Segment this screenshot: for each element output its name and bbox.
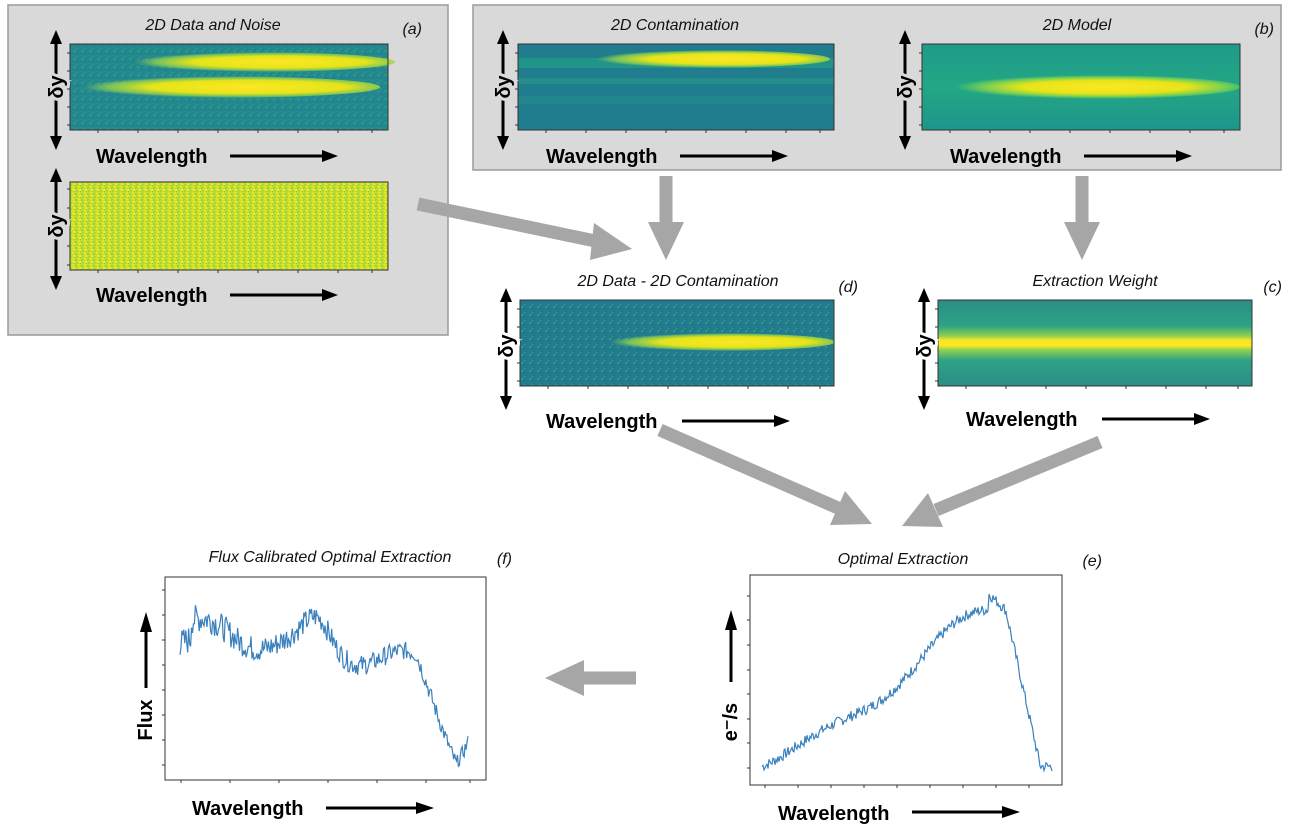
panel-b-contamination-y-label: δy — [493, 75, 515, 99]
panel-b-contamination-y-arrow — [497, 30, 509, 150]
panel-b-model-y-label: δy — [895, 75, 917, 99]
panel-a-noise-image — [69, 181, 389, 271]
panel-f-y-label: Flux — [135, 699, 157, 740]
panel-f-x-arrow — [326, 802, 434, 814]
panel-a-data-x-label: Wavelength — [96, 146, 208, 168]
panel-d-y-label: δy — [496, 334, 518, 358]
panel-c-x-arrow — [1102, 413, 1210, 425]
flow-arrow-c-to-e — [902, 435, 1103, 527]
flow-arrow-d-to-e — [657, 424, 872, 525]
panel-e-title: Optimal Extraction — [838, 551, 969, 568]
panel-e-ticks — [747, 595, 1030, 788]
panel-d-ticks — [517, 308, 821, 389]
panel-c-tag: (c) — [1263, 279, 1282, 296]
panel-b-contamination-image — [517, 43, 835, 131]
panel-e-x-arrow — [912, 806, 1020, 818]
panel-d-tag: (d) — [838, 279, 858, 296]
panel-e-x-label: Wavelength — [778, 803, 890, 825]
panel-a-noise-y-arrow — [50, 168, 62, 290]
panel-b-tag: (b) — [1254, 21, 1274, 38]
panel-d-image — [519, 299, 835, 387]
panel-c-x-label: Wavelength — [966, 409, 1078, 431]
panel-f-spectrum-line — [179, 605, 469, 768]
panel-b-model-image — [921, 43, 1241, 131]
panel-e-frame — [749, 574, 1063, 786]
panel-b-model-x-label: Wavelength — [950, 146, 1062, 168]
panel-e-y-arrow — [725, 610, 737, 682]
panel-b-model-x-arrow — [1084, 150, 1192, 162]
panel-a-noise-x-label: Wavelength — [96, 285, 208, 307]
panel-d-x-arrow — [682, 415, 790, 427]
panel-b-contamination-x-arrow — [680, 150, 788, 162]
panel-b-model-ticks — [919, 52, 1225, 133]
panel-f-y-arrow — [140, 612, 152, 688]
panel-a-tag: (a) — [402, 21, 422, 38]
panel-b-contamination-x-label: Wavelength — [546, 146, 658, 168]
panel-d-y-arrow — [500, 288, 512, 410]
panel-a-noise-ticks — [67, 188, 373, 273]
panel-f-tag: (f) — [497, 551, 512, 568]
flow-arrow-a-to-d — [416, 197, 632, 260]
panel-f-x-label: Wavelength — [192, 798, 304, 820]
panel-a-noise-y-label: δy — [46, 214, 68, 238]
panel-b-contamination-title: 2D Contamination — [610, 17, 739, 34]
panel-d-x-label: Wavelength — [546, 411, 658, 433]
panel-e-tag: (e) — [1082, 553, 1102, 570]
panel-b-model-y-arrow — [899, 30, 911, 150]
flow-arrow-e-to-f — [545, 660, 636, 696]
panel-b-contamination-ticks — [515, 52, 821, 133]
flow-arrow-b-to-d — [648, 176, 684, 260]
panel-f-frame — [164, 576, 487, 781]
flow-arrow-b-to-c — [1064, 176, 1100, 260]
panel-a-data-y-arrow — [50, 30, 62, 150]
panel-a-data-x-arrow — [230, 150, 338, 162]
panel-c-image — [937, 299, 1253, 387]
panel-c-title: Extraction Weight — [1032, 273, 1158, 290]
panel-f-ticks — [162, 589, 471, 783]
panel-c-y-arrow — [918, 288, 930, 410]
panel-a-data-image — [50, 43, 395, 131]
panel-a-title: 2D Data and Noise — [144, 17, 280, 34]
panel-e-y-label: e⁻/s — [720, 703, 742, 741]
panel-a-noise-x-arrow — [230, 289, 338, 301]
panel-a-data-ticks — [67, 52, 373, 133]
panel-f-title: Flux Calibrated Optimal Extraction — [209, 549, 452, 566]
panel-e-spectrum-line — [761, 593, 1053, 773]
panel-b-model-title: 2D Model — [1042, 17, 1112, 34]
panel-c-ticks — [935, 308, 1239, 389]
panel-d-title: 2D Data - 2D Contamination — [577, 273, 779, 290]
panel-c-y-label: δy — [914, 334, 936, 358]
panel-a-data-y-label: δy — [46, 75, 68, 99]
